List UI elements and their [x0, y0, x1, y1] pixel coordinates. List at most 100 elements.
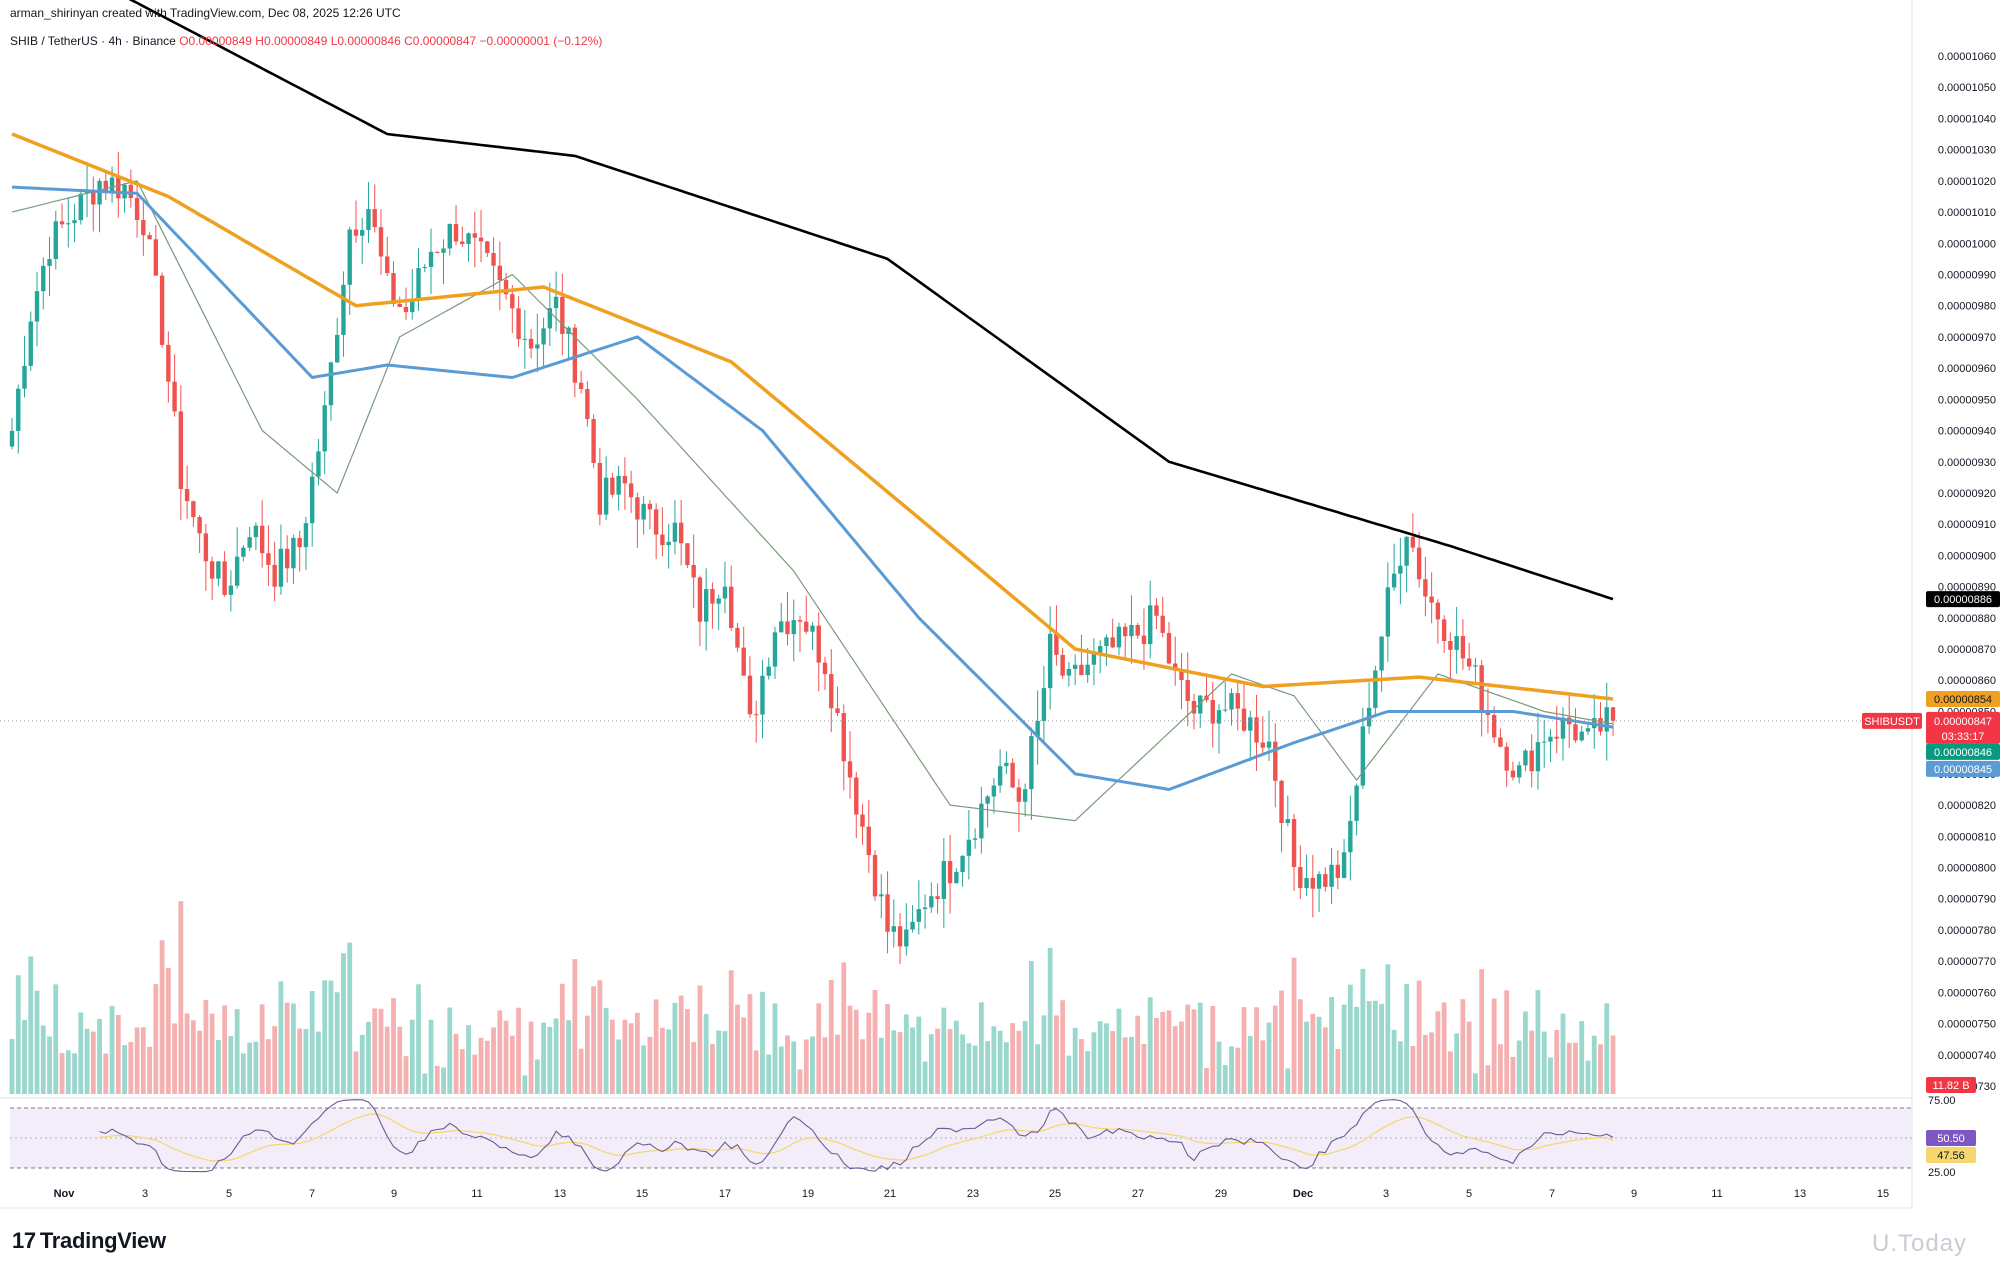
- candle-body: [741, 647, 746, 676]
- rsi-ma-line: [99, 1113, 1614, 1162]
- last-price-badge: 0.00000847: [1934, 716, 1992, 728]
- price-tick-label: 0.00000930: [1938, 457, 1996, 469]
- candle-body: [628, 483, 634, 498]
- candle-body: [241, 547, 246, 557]
- candle-body: [1585, 728, 1591, 732]
- candle-body: [1004, 762, 1009, 767]
- volume-bar: [1022, 1021, 1028, 1094]
- candle-body: [866, 826, 871, 856]
- volume-bar: [747, 994, 753, 1094]
- candle-body: [1266, 741, 1272, 748]
- ma200-badge-bg: [1926, 591, 2000, 608]
- candle-body: [772, 632, 778, 667]
- volume-bar: [109, 1005, 115, 1094]
- volume-bar: [209, 1013, 215, 1094]
- volume-bar: [928, 1034, 934, 1094]
- volume-bar: [1254, 1007, 1259, 1094]
- volume-bars: [9, 901, 1616, 1094]
- candle-body: [810, 625, 815, 632]
- price-tick-label: 0.00000860: [1938, 675, 1996, 687]
- candle-body: [153, 239, 159, 276]
- candle-body: [284, 548, 290, 569]
- candle-body: [272, 564, 277, 587]
- volume-bar: [309, 991, 315, 1094]
- volume-bar: [478, 1037, 484, 1094]
- candle-body: [347, 229, 352, 285]
- volume-bar: [1129, 1036, 1134, 1094]
- volume-bar: [847, 1005, 853, 1094]
- volume-bar: [1479, 969, 1485, 1094]
- candle-body: [259, 525, 265, 554]
- volume-bar: [1523, 1011, 1528, 1094]
- candle-body: [1235, 693, 1240, 709]
- time-tick-label: 13: [554, 1188, 566, 1200]
- volume-bar: [1347, 984, 1353, 1094]
- volume-bar: [722, 1031, 728, 1094]
- volume-bar: [1604, 1003, 1610, 1094]
- rsi-ma-badge: 47.56: [1937, 1150, 1965, 1162]
- candle-body: [234, 556, 240, 586]
- volume-bar: [222, 1005, 228, 1094]
- time-tick-label: 3: [1383, 1188, 1389, 1200]
- axis-badges: 0.00000886 0.00000854 0.00000847 03:33:17 SH…: [1862, 591, 2000, 1179]
- volume-bar: [1548, 1057, 1553, 1094]
- candle-body: [1110, 637, 1115, 648]
- volume-bar: [453, 1033, 459, 1094]
- volume-bar: [240, 1053, 246, 1094]
- candle-body: [291, 537, 296, 569]
- candle-body: [860, 814, 865, 827]
- time-axis[interactable]: Nov 3 5 7 9 11 13 15 17 19 21 23 25 27 29 Dec 3 5 7 9 11 13 15: [54, 1188, 1890, 1200]
- volume-bar: [1529, 1030, 1535, 1094]
- symbol-title: SHIB / TetherUS · 4h · Binance: [10, 34, 176, 48]
- volume-bar: [534, 1059, 540, 1094]
- price-tick-label: 0.00000960: [1938, 363, 1996, 375]
- volume-bar: [353, 1051, 359, 1094]
- volume-bar: [516, 1007, 521, 1094]
- rsi-upper-label: 75.00: [1928, 1095, 1956, 1107]
- volume-bar: [547, 1026, 553, 1094]
- volume-bar: [903, 1014, 909, 1094]
- ma-20-line: [11, 180, 1614, 822]
- volume-bar: [735, 1004, 740, 1094]
- ohlc-low: L0.00000846: [330, 34, 401, 48]
- volume-bar: [860, 1039, 865, 1094]
- volume-bar: [1485, 1065, 1491, 1094]
- candle-body: [966, 839, 972, 856]
- volume-bar: [1422, 1034, 1428, 1094]
- volume-bar: [1385, 964, 1391, 1094]
- volume-bar: [303, 1029, 309, 1094]
- candle-body: [747, 675, 753, 715]
- candle-body: [1466, 658, 1472, 667]
- volume-bar: [910, 1027, 915, 1094]
- volume-bar: [1460, 999, 1466, 1094]
- volume-bar: [22, 1019, 27, 1094]
- candle-body: [1166, 632, 1172, 664]
- candle-body: [391, 273, 396, 304]
- volume-bar: [184, 1013, 190, 1094]
- tv-logo-text: TradingView: [39, 1228, 166, 1253]
- volume-bar: [53, 984, 59, 1094]
- candle-body: [172, 381, 177, 412]
- volume-bar: [1072, 1027, 1078, 1094]
- volume-bar: [503, 1020, 509, 1094]
- candle-body: [722, 586, 728, 599]
- volume-bar: [1279, 990, 1284, 1094]
- candle-body: [1285, 819, 1290, 824]
- volume-bar: [1504, 990, 1510, 1094]
- price-axis[interactable]: 0.00001060 0.00001050 0.00001040 0.00001030…: [1938, 51, 1996, 1093]
- volume-badge-bg: [1926, 1077, 1976, 1093]
- candle-body: [1116, 626, 1122, 648]
- symbol-legend: SHIB / TetherUS · 4h · Binance O0.000008…: [10, 34, 602, 48]
- candle-body: [428, 251, 434, 267]
- candle-body: [1079, 664, 1084, 676]
- volume-bar: [316, 1031, 321, 1094]
- volume-bar: [885, 1004, 890, 1094]
- ohlc-open: O0.00000849: [179, 34, 252, 48]
- price-tick-label: 0.00000990: [1938, 269, 1996, 281]
- volume-bar: [1260, 1040, 1266, 1094]
- candle-body: [1542, 741, 1547, 743]
- volume-bar: [741, 1017, 747, 1094]
- candle-body: [53, 221, 58, 260]
- volume-bar: [491, 1027, 496, 1094]
